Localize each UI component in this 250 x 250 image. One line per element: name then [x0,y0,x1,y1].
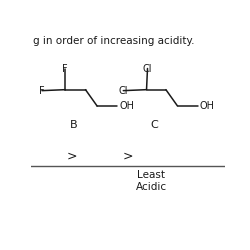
Text: OH: OH [120,101,134,111]
Text: Cl: Cl [143,64,152,74]
Text: B: B [70,120,78,130]
Text: g in order of increasing acidity.: g in order of increasing acidity. [33,36,195,46]
Text: F: F [62,64,68,74]
Text: C: C [150,120,158,130]
Text: F: F [39,86,45,96]
Text: OH: OH [200,101,215,111]
Text: Least
Acidic: Least Acidic [136,170,167,192]
Text: >: > [123,150,134,162]
Text: Cl: Cl [118,86,128,96]
Text: >: > [67,150,77,162]
